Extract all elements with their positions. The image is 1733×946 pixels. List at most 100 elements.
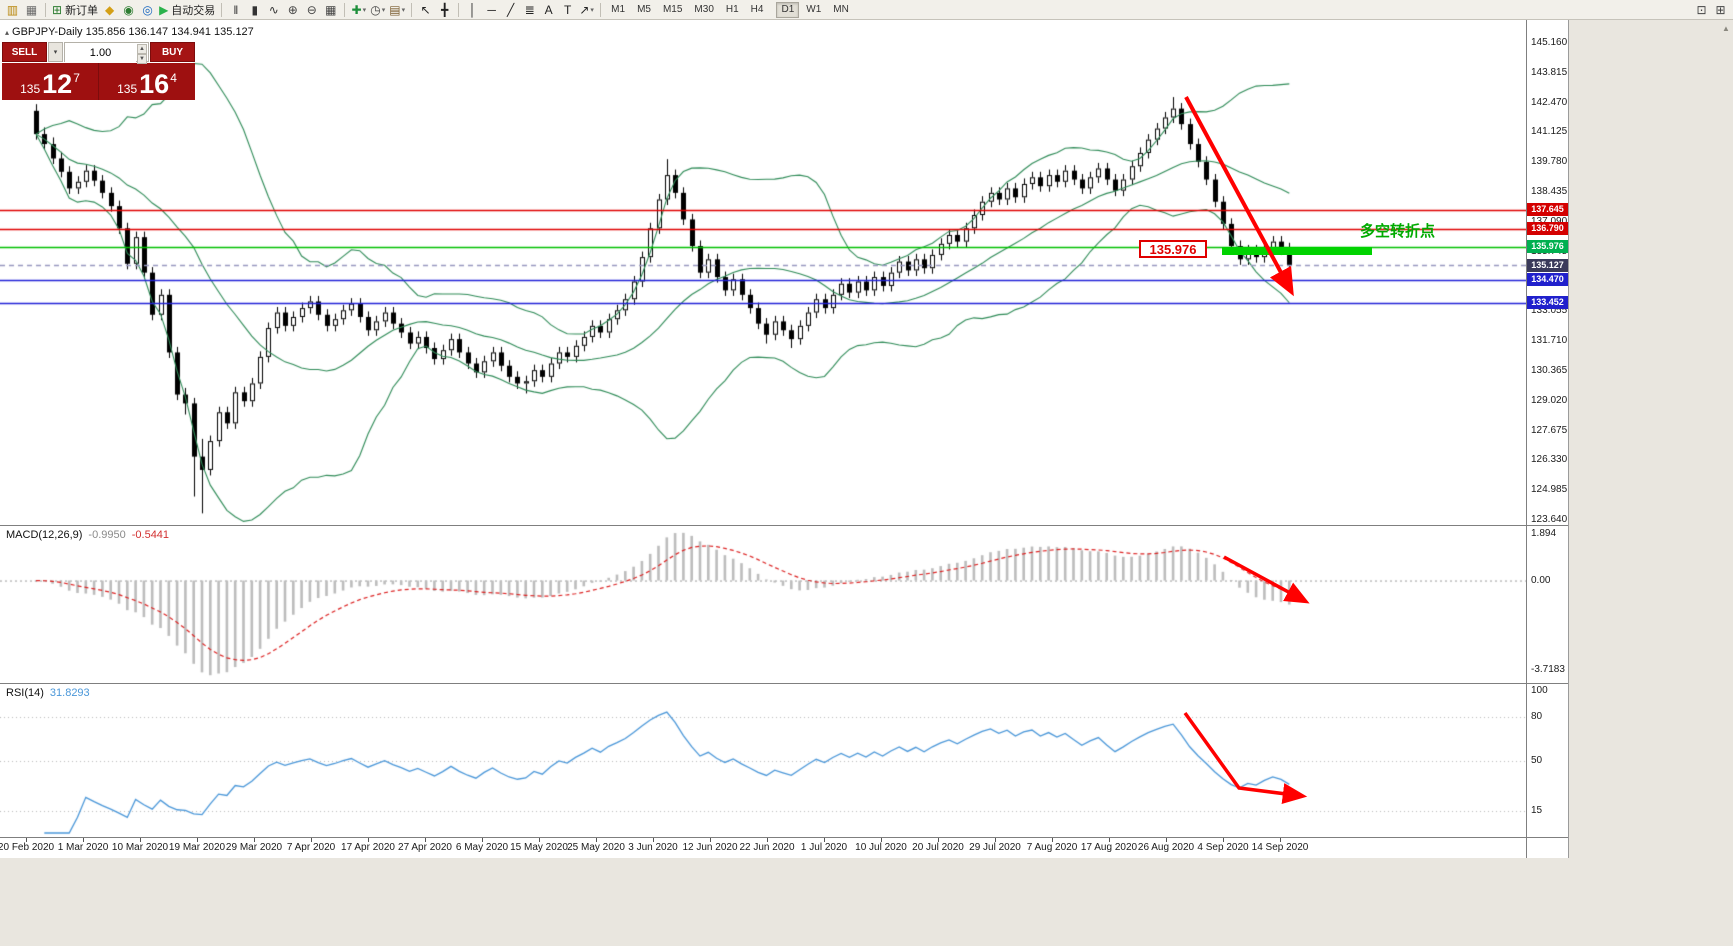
date-axis-label: 14 Sep 2020 — [1251, 842, 1309, 853]
one-click-collapse-icon[interactable]: ▴ — [5, 28, 10, 37]
zoom-in-button[interactable]: ⊕ — [283, 1, 302, 19]
date-axis-tick — [1280, 838, 1281, 842]
lot-size-input[interactable] — [65, 44, 136, 62]
timeframe-h1[interactable]: H1 — [725, 4, 739, 15]
turning-point-label[interactable]: 多空转折点 — [1360, 223, 1436, 240]
templates-icon: ▤ — [389, 2, 401, 17]
periods-button[interactable]: ◷ ▾ — [368, 1, 387, 19]
date-axis-label: 15 May 2020 — [510, 842, 568, 853]
auto-trading-button[interactable]: ▶ 自动交易 — [157, 1, 217, 19]
chart-window-right-border — [1568, 20, 1569, 858]
date-axis-tick — [425, 838, 426, 842]
panel-separator[interactable] — [0, 683, 1568, 684]
spinner-up-icon[interactable]: ▲ — [137, 44, 147, 54]
zoom-out-button[interactable]: ⊖ — [302, 1, 321, 19]
indicators-button[interactable]: ✚ ▾ — [349, 1, 368, 19]
chevron-down-icon: ▾ — [53, 49, 58, 56]
terminal-button[interactable]: ◉ — [119, 1, 138, 19]
properties-icon: ⊞ — [1715, 2, 1726, 17]
metaeditor-icon: ◆ — [104, 2, 115, 17]
candlestick-chart-button[interactable]: ▮ — [245, 1, 264, 19]
date-axis-tick — [1223, 838, 1224, 842]
profiles-button[interactable]: ▦ — [22, 1, 41, 19]
date-axis-tick — [539, 838, 540, 842]
timeframe-m30[interactable]: M30 — [694, 4, 714, 15]
sell-button[interactable]: SELL — [2, 42, 47, 62]
fibonacci-icon: ≣ — [524, 2, 535, 17]
buy-price-pip: 4 — [170, 71, 177, 85]
metaeditor-button[interactable]: ◆ — [100, 1, 119, 19]
date-axis-tick — [653, 838, 654, 842]
order-options-dropdown[interactable]: ▾ — [48, 42, 63, 62]
date-axis-label: 29 Jul 2020 — [969, 842, 1021, 853]
fibonacci-button[interactable]: ≣ — [520, 1, 539, 19]
price-axis-label: 127.675 — [1531, 424, 1568, 436]
horizontal-line-button[interactable]: ─ — [482, 1, 501, 19]
new-chart-button[interactable]: ▥ — [3, 1, 22, 19]
price-axis-label: 139.780 — [1531, 156, 1568, 168]
tile-windows-button[interactable]: ▦ — [321, 1, 340, 19]
arrows-objects-button[interactable]: ↗ ▾ — [577, 1, 596, 19]
date-axis-tick — [83, 838, 84, 842]
date-axis-tick — [1109, 838, 1110, 842]
timeframe-h4[interactable]: H4 — [750, 4, 764, 15]
label-button[interactable]: T — [558, 1, 577, 19]
sell-price-display[interactable]: 135 12 7 — [2, 63, 98, 100]
price-axis-label: 138.435 — [1531, 186, 1568, 198]
timeframe-mn[interactable]: MN — [833, 4, 849, 15]
timeframe-m1[interactable]: M1 — [611, 4, 626, 15]
zoom-out-icon: ⊖ — [306, 2, 317, 17]
timeframe-m5[interactable]: M5 — [637, 4, 651, 15]
macd-panel-canvas[interactable] — [0, 526, 1526, 683]
new-order-button-label: 新订单 — [65, 4, 99, 17]
date-axis-tick — [482, 838, 483, 842]
date-axis-label: 1 Jul 2020 — [800, 842, 848, 853]
price-callout-label[interactable]: 135.976 — [1139, 240, 1207, 258]
print-icon: ⊡ — [1696, 2, 1707, 17]
toolbar-separator — [344, 2, 346, 17]
bar-chart-button[interactable]: ‖ — [226, 1, 245, 19]
price-axis-label: 124.985 — [1531, 484, 1568, 496]
date-axis-label: 25 May 2020 — [567, 842, 625, 853]
toolbar: ▥ ▦ ⊞ 新订单 ◆ ◉ ◎ ▶ 自动交易 ‖ ▮ ∿ ⊕ ⊖ ▦ ✚ ▾ ◷ ▾ ▤ ▾ ↖ ╋ │ ─ ╱ ≣ A T ↗ ▾ M1 M5… — [0, 0, 1733, 20]
properties-button[interactable]: ⊞ — [1711, 1, 1730, 19]
date-axis-tick — [26, 838, 27, 842]
templates-button[interactable]: ▤ ▾ — [387, 1, 407, 19]
price-chart-canvas[interactable] — [0, 20, 1526, 525]
timeframe-m15[interactable]: M15 — [662, 4, 683, 15]
one-click-trading-panel: SELL ▾ ▲ ▼ BUY 135 12 7 135 16 4 — [2, 42, 195, 100]
line-chart-button[interactable]: ∿ — [264, 1, 283, 19]
price-axis-label: 145.160 — [1531, 37, 1568, 48]
strategy-tester-button[interactable]: ◎ — [138, 1, 157, 19]
rsi-scale-label: 15 — [1531, 805, 1543, 817]
level-price-tag: 136.790 — [1527, 222, 1568, 236]
timeframe-w1[interactable]: W1 — [806, 4, 822, 15]
text-button[interactable]: A — [539, 1, 558, 19]
spinner-down-icon[interactable]: ▼ — [137, 54, 147, 64]
date-axis-tick — [254, 838, 255, 842]
price-axis-label: 141.125 — [1531, 126, 1568, 138]
crosshair-button[interactable]: ╋ — [435, 1, 454, 19]
macd-signal-value: -0.5441 — [131, 529, 170, 541]
print-button[interactable]: ⊡ — [1692, 1, 1711, 19]
trendline-button[interactable]: ╱ — [501, 1, 520, 19]
sell-price-big: 12 — [42, 69, 73, 100]
panel-separator[interactable] — [0, 525, 1568, 526]
vertical-line-icon: │ — [468, 2, 477, 17]
workspace-background — [0, 858, 1569, 946]
price-axis-label: 143.815 — [1531, 66, 1568, 78]
new-order-button[interactable]: ⊞ 新订单 — [50, 1, 100, 19]
buy-button[interactable]: BUY — [150, 42, 195, 62]
macd-main-value: -0.9950 — [88, 529, 126, 541]
date-axis-label: 27 Apr 2020 — [398, 842, 452, 853]
date-axis-label: 7 Apr 2020 — [286, 842, 336, 853]
date-axis-label: 10 Mar 2020 — [111, 842, 169, 853]
price-axis-label: 142.470 — [1531, 96, 1568, 108]
buy-price-display[interactable]: 135 16 4 — [99, 63, 195, 100]
timeframe-d1[interactable]: D1 — [776, 1, 800, 18]
vertical-line-button[interactable]: │ — [463, 1, 482, 19]
rsi-panel-canvas[interactable] — [0, 684, 1526, 837]
scroll-up-arrow-icon[interactable]: ▲ — [1722, 24, 1730, 33]
cursor-button[interactable]: ↖ — [416, 1, 435, 19]
